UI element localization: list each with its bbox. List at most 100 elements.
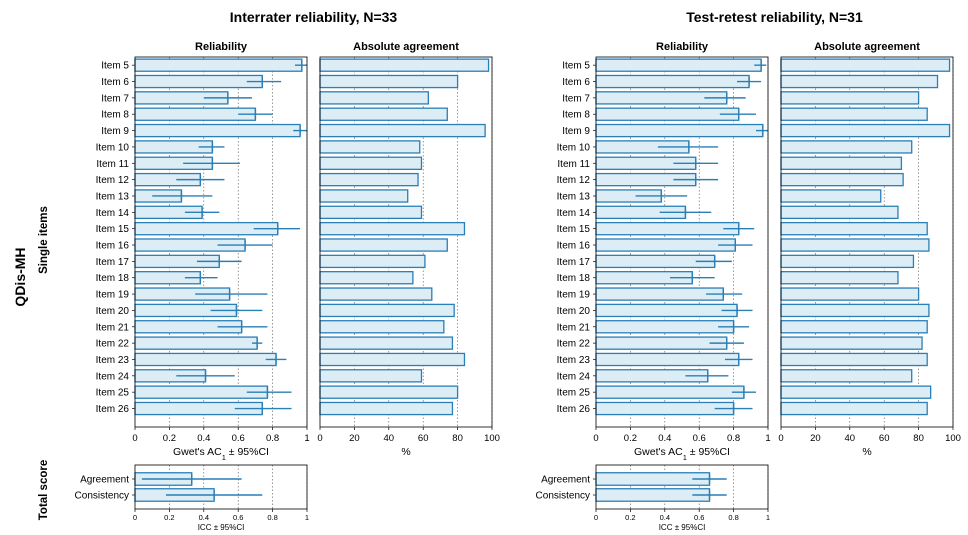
bar bbox=[780, 205, 899, 220]
x-tick-label: 0.8 bbox=[267, 513, 277, 522]
item-label: Item 14 bbox=[557, 208, 591, 219]
bar bbox=[595, 385, 745, 399]
x-axis-label-main: Gwet's AC bbox=[634, 446, 683, 458]
agreement-panel: Absolute agreement 0 20 40 60 80 100% bbox=[778, 41, 961, 458]
item-label: Item 18 bbox=[96, 273, 130, 284]
x-tick-label: 20 bbox=[810, 433, 821, 444]
bar bbox=[319, 156, 423, 170]
x-tick-label: 0.8 bbox=[728, 513, 738, 522]
bar bbox=[134, 352, 277, 367]
x-tick-label: 0 bbox=[593, 433, 598, 444]
x-axis-label-subscript: 1 bbox=[222, 453, 226, 462]
x-axis-label: % bbox=[401, 446, 410, 458]
item-label: Item 17 bbox=[96, 257, 130, 268]
item-label: Item 16 bbox=[96, 241, 130, 252]
chart-1: Test-retest reliability, N=31 Item 5 Item … bbox=[536, 9, 961, 532]
bar bbox=[780, 123, 951, 138]
bar bbox=[319, 238, 448, 252]
x-tick-label: 1 bbox=[765, 433, 770, 444]
item-label: Item 8 bbox=[562, 110, 590, 121]
bar bbox=[134, 74, 263, 89]
item-label: Item 19 bbox=[557, 290, 591, 301]
bar bbox=[134, 58, 303, 72]
bar bbox=[780, 238, 930, 252]
item-label: Item 13 bbox=[96, 191, 130, 202]
total-score-panel: 0 0.2 0.4 0.6 0.8 1 ICC ± 95%CI bbox=[133, 464, 309, 532]
item-label: Item 24 bbox=[96, 371, 130, 382]
row-group-single-label: Single items bbox=[38, 206, 50, 274]
x-tick-label: 0.6 bbox=[232, 433, 245, 444]
item-label: Item 6 bbox=[101, 77, 129, 88]
item-label: Item 19 bbox=[96, 290, 130, 301]
bar bbox=[319, 107, 448, 121]
item-label: Item 21 bbox=[96, 322, 130, 333]
bar bbox=[780, 320, 928, 334]
bar bbox=[319, 58, 490, 72]
figure-side-title: QDis-MH bbox=[12, 247, 28, 306]
item-label: Item 18 bbox=[557, 273, 591, 284]
bar bbox=[595, 238, 736, 252]
row-group-total-label: Total score bbox=[38, 460, 50, 521]
bar bbox=[319, 221, 466, 236]
x-tick-label: 20 bbox=[349, 433, 360, 444]
bar bbox=[780, 58, 951, 72]
total-category-label: Consistency bbox=[75, 491, 129, 502]
bar bbox=[319, 123, 486, 138]
panel-subtitle: Reliability bbox=[195, 41, 248, 53]
x-tick-label: 60 bbox=[418, 433, 429, 444]
chart-title: Test-retest reliability, N=31 bbox=[686, 9, 863, 25]
item-label: Item 15 bbox=[557, 224, 591, 235]
item-label: Item 26 bbox=[557, 404, 591, 415]
bar bbox=[595, 320, 735, 334]
item-label: Item 25 bbox=[96, 388, 130, 399]
item-label: Item 12 bbox=[96, 175, 130, 186]
x-tick-label: 0 bbox=[133, 513, 137, 522]
x-axis-label-subscript: 1 bbox=[683, 453, 687, 462]
item-label: Item 5 bbox=[562, 61, 590, 72]
panel-subtitle: Reliability bbox=[656, 41, 709, 53]
bar bbox=[780, 156, 903, 170]
item-label: Item 9 bbox=[562, 126, 590, 137]
x-axis-label: Gwet's AC1 ± 95%CI bbox=[634, 446, 730, 462]
bar bbox=[595, 107, 740, 121]
x-tick-label: 100 bbox=[484, 433, 500, 444]
chart-0: Interrater reliability, N=33 Item 5 Item 6… bbox=[75, 9, 500, 532]
bar bbox=[319, 287, 433, 301]
item-label: Item 11 bbox=[557, 159, 590, 170]
x-tick-label: 0 bbox=[778, 433, 783, 444]
panel-frame bbox=[134, 464, 308, 510]
panel-frame bbox=[780, 56, 954, 428]
item-label: Item 9 bbox=[101, 126, 129, 137]
item-label: Item 22 bbox=[557, 339, 591, 350]
x-tick-label: 0.8 bbox=[266, 433, 279, 444]
total-category-label: Consistency bbox=[536, 491, 590, 502]
panel-subtitle: Absolute agreement bbox=[814, 41, 920, 53]
x-tick-label: 0.6 bbox=[694, 513, 704, 522]
bar bbox=[319, 336, 454, 350]
x-tick-label: 0.4 bbox=[197, 433, 210, 444]
x-tick-label: 0.4 bbox=[660, 513, 670, 522]
panel-subtitle: Absolute agreement bbox=[353, 41, 459, 53]
bar bbox=[319, 189, 409, 203]
item-label: Item 6 bbox=[562, 77, 590, 88]
bar bbox=[780, 303, 930, 318]
x-axis-label-main: % bbox=[401, 446, 410, 458]
bar bbox=[319, 385, 459, 399]
x-tick-label: 0.4 bbox=[658, 433, 671, 444]
bar bbox=[595, 123, 764, 138]
x-tick-label: 40 bbox=[384, 433, 395, 444]
x-tick-label: 60 bbox=[879, 433, 890, 444]
bar bbox=[319, 205, 423, 220]
x-axis-label-suffix: ± 95%CI bbox=[226, 446, 269, 458]
x-axis-label-main: Gwet's AC bbox=[173, 446, 222, 458]
bar bbox=[319, 320, 445, 334]
x-tick-label: 0.6 bbox=[693, 433, 706, 444]
total-category-label: Agreement bbox=[541, 475, 590, 486]
x-axis-label: ICC ± 95%CI bbox=[659, 523, 706, 532]
item-label: Item 15 bbox=[96, 224, 130, 235]
item-label: Item 12 bbox=[557, 175, 591, 186]
x-tick-label: 0.2 bbox=[164, 513, 174, 522]
bar bbox=[780, 172, 904, 187]
